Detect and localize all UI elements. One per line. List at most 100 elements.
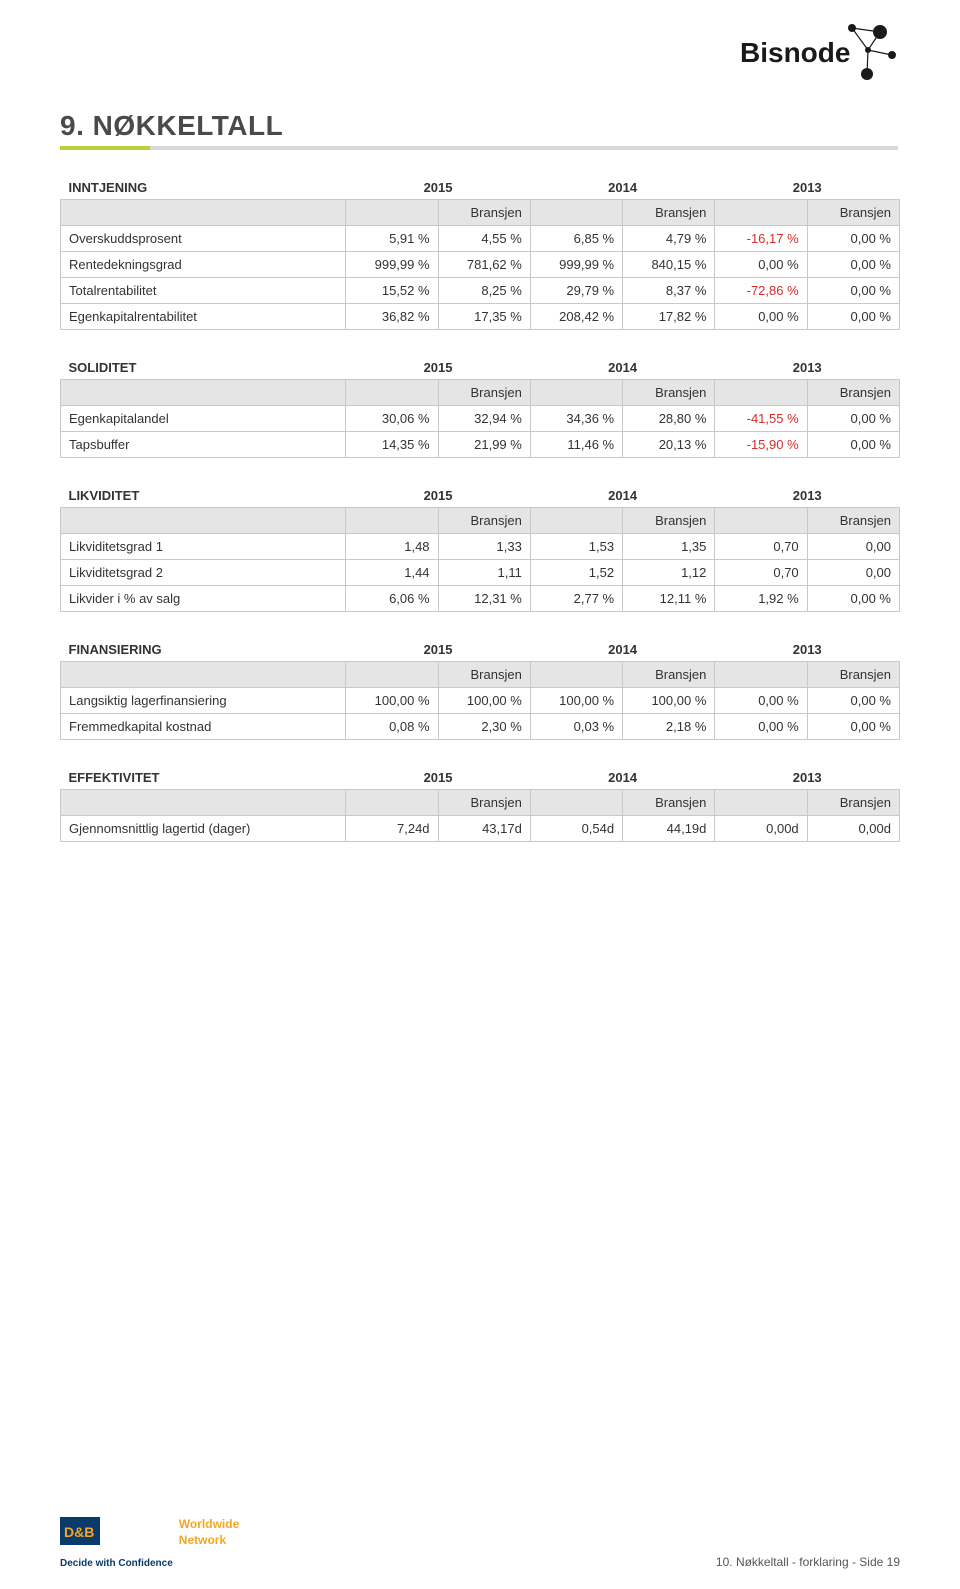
table-likviditet: LIKVIDITET201520142013BransjenBransjenBr… bbox=[60, 484, 900, 612]
header-bransjen: Bransjen bbox=[807, 200, 899, 226]
year-header: 2013 bbox=[715, 638, 900, 662]
cell-value: 0,70 bbox=[715, 560, 807, 586]
header-bransjen: Bransjen bbox=[623, 790, 715, 816]
cell-value: -72,86 % bbox=[715, 278, 807, 304]
cell-value: 14,35 % bbox=[346, 432, 438, 458]
footer-left-logo: D&B Decide with Confidence Worldwide Net… bbox=[60, 1517, 239, 1569]
header-empty bbox=[61, 662, 346, 688]
header-bransjen: Bransjen bbox=[807, 662, 899, 688]
table-row: Fremmedkapital kostnad0,08 %2,30 %0,03 %… bbox=[61, 714, 900, 740]
db-logo-text: D&B bbox=[64, 1524, 94, 1540]
year-header: 2014 bbox=[530, 176, 715, 200]
table-effektivitet: EFFEKTIVITET201520142013BransjenBransjen… bbox=[60, 766, 900, 842]
footer-tagline: Decide with Confidence bbox=[60, 1558, 173, 1569]
section-inntjening: INNTJENING201520142013BransjenBransjenBr… bbox=[60, 176, 900, 330]
header-bransjen: Bransjen bbox=[623, 380, 715, 406]
cell-value: 1,53 bbox=[530, 534, 622, 560]
table-row: Likviditetsgrad 11,481,331,531,350,700,0… bbox=[61, 534, 900, 560]
cell-value: 0,00 % bbox=[807, 688, 899, 714]
cell-value: 17,82 % bbox=[623, 304, 715, 330]
table-row: Likvider i % av salg6,06 %12,31 %2,77 %1… bbox=[61, 586, 900, 612]
year-header: 2013 bbox=[715, 176, 900, 200]
cell-value: 0,00 bbox=[807, 534, 899, 560]
cell-value: 2,30 % bbox=[438, 714, 530, 740]
section-title: INNTJENING bbox=[61, 176, 346, 200]
cell-value: 43,17d bbox=[438, 816, 530, 842]
cell-value: 0,00d bbox=[807, 816, 899, 842]
section-title: EFFEKTIVITET bbox=[61, 766, 346, 790]
header-value-empty bbox=[346, 790, 438, 816]
row-label: Langsiktig lagerfinansiering bbox=[61, 688, 346, 714]
year-header: 2014 bbox=[530, 356, 715, 380]
footer-page-ref: 10. Nøkkeltall - forklaring - Side 19 bbox=[716, 1555, 900, 1569]
header-value-empty bbox=[530, 790, 622, 816]
header-bransjen: Bransjen bbox=[438, 380, 530, 406]
page-footer: D&B Decide with Confidence Worldwide Net… bbox=[60, 1517, 900, 1569]
table-row: Tapsbuffer14,35 %21,99 %11,46 %20,13 %-1… bbox=[61, 432, 900, 458]
table-row: Overskuddsprosent5,91 %4,55 %6,85 %4,79 … bbox=[61, 226, 900, 252]
cell-value: 0,08 % bbox=[346, 714, 438, 740]
cell-value: 100,00 % bbox=[623, 688, 715, 714]
header-bransjen: Bransjen bbox=[807, 508, 899, 534]
header-value-empty bbox=[715, 200, 807, 226]
cell-value: 8,25 % bbox=[438, 278, 530, 304]
footer-worldwide: Worldwide bbox=[179, 1517, 239, 1531]
cell-value: 5,91 % bbox=[346, 226, 438, 252]
year-header: 2014 bbox=[530, 638, 715, 662]
year-header: 2015 bbox=[346, 484, 531, 508]
cell-value: 17,35 % bbox=[438, 304, 530, 330]
cell-value: 999,99 % bbox=[346, 252, 438, 278]
cell-value: 28,80 % bbox=[623, 406, 715, 432]
header-value-empty bbox=[715, 790, 807, 816]
cell-value: 4,55 % bbox=[438, 226, 530, 252]
page-title-block: 9. NØKKELTALL bbox=[60, 110, 900, 150]
cell-value: 0,00 % bbox=[715, 714, 807, 740]
row-label: Overskuddsprosent bbox=[61, 226, 346, 252]
row-label: Egenkapitalandel bbox=[61, 406, 346, 432]
header-value-empty bbox=[715, 508, 807, 534]
header-bransjen: Bransjen bbox=[438, 790, 530, 816]
cell-value: 100,00 % bbox=[438, 688, 530, 714]
table-inntjening: INNTJENING201520142013BransjenBransjenBr… bbox=[60, 176, 900, 330]
cell-value: 0,70 bbox=[715, 534, 807, 560]
cell-value: 2,77 % bbox=[530, 586, 622, 612]
cell-value: 0,00 % bbox=[807, 304, 899, 330]
section-soliditet: SOLIDITET201520142013BransjenBransjenBra… bbox=[60, 356, 900, 458]
table-row: Rentedekningsgrad999,99 %781,62 %999,99 … bbox=[61, 252, 900, 278]
cell-value: 7,24d bbox=[346, 816, 438, 842]
brand-logo: Bisnode bbox=[740, 20, 900, 95]
cell-value: 21,99 % bbox=[438, 432, 530, 458]
header-value-empty bbox=[530, 200, 622, 226]
row-label: Rentedekningsgrad bbox=[61, 252, 346, 278]
cell-value: 100,00 % bbox=[530, 688, 622, 714]
section-title: LIKVIDITET bbox=[61, 484, 346, 508]
header-value-empty bbox=[346, 200, 438, 226]
header-bransjen: Bransjen bbox=[438, 200, 530, 226]
cell-value: 1,11 bbox=[438, 560, 530, 586]
cell-value: 0,00 % bbox=[807, 226, 899, 252]
cell-value: 1,44 bbox=[346, 560, 438, 586]
cell-value: -15,90 % bbox=[715, 432, 807, 458]
cell-value: 999,99 % bbox=[530, 252, 622, 278]
cell-value: 0,00 % bbox=[807, 406, 899, 432]
cell-value: 2,18 % bbox=[623, 714, 715, 740]
cell-value: 44,19d bbox=[623, 816, 715, 842]
cell-value: 34,36 % bbox=[530, 406, 622, 432]
header-value-empty bbox=[346, 662, 438, 688]
cell-value: 781,62 % bbox=[438, 252, 530, 278]
cell-value: 15,52 % bbox=[346, 278, 438, 304]
header-value-empty bbox=[530, 508, 622, 534]
row-label: Egenkapitalrentabilitet bbox=[61, 304, 346, 330]
cell-value: 1,48 bbox=[346, 534, 438, 560]
row-label: Tapsbuffer bbox=[61, 432, 346, 458]
cell-value: 30,06 % bbox=[346, 406, 438, 432]
page-title: 9. NØKKELTALL bbox=[60, 110, 900, 142]
cell-value: 1,33 bbox=[438, 534, 530, 560]
table-row: Egenkapitalandel30,06 %32,94 %34,36 %28,… bbox=[61, 406, 900, 432]
section-title: SOLIDITET bbox=[61, 356, 346, 380]
year-header: 2015 bbox=[346, 176, 531, 200]
cell-value: 32,94 % bbox=[438, 406, 530, 432]
cell-value: 0,00 % bbox=[715, 304, 807, 330]
cell-value: 840,15 % bbox=[623, 252, 715, 278]
cell-value: 0,54d bbox=[530, 816, 622, 842]
